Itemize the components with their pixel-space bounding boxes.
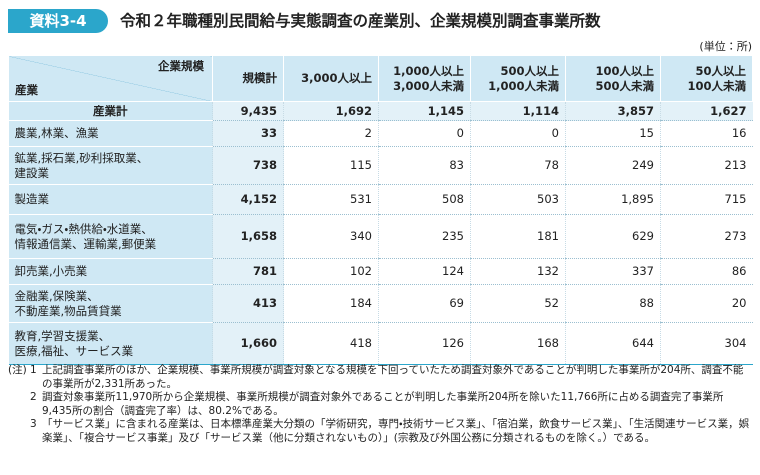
column-header: 50人以上 100人未満 xyxy=(660,55,753,102)
cell: 1,658 xyxy=(212,214,284,259)
cell: 181 xyxy=(470,214,566,259)
cell: 2 xyxy=(283,120,379,147)
cell: 531 xyxy=(283,184,379,215)
cell: 9,435 xyxy=(212,101,284,121)
cell: 418 xyxy=(283,322,379,365)
cell: 1,627 xyxy=(660,101,753,121)
table-row: 金融業,保険業、 不動産業,物品賃貸業 413 184 69 52 88 20 xyxy=(8,284,753,323)
note-number: 1 xyxy=(30,364,37,376)
header-row: 企業規模 産業 規模計 3,000人以上 1,000人以上 3,000人未満 500人… xyxy=(8,55,753,102)
cell: 1,114 xyxy=(470,101,566,121)
cell: 781 xyxy=(212,258,284,285)
corner-cell: 企業規模 産業 xyxy=(8,55,213,102)
table-row: 農業,林業、漁業 33 2 0 0 15 16 xyxy=(8,120,753,147)
cell: 235 xyxy=(378,214,471,259)
note-spacer xyxy=(8,391,30,418)
table-row: 教育,学習支援業、 医療,福祉、サービス業 1,660 418 126 168 644 30… xyxy=(8,322,753,365)
cell: 83 xyxy=(378,146,471,185)
corner-bottom: 産業 xyxy=(15,83,38,97)
note-text: 上記調査事業所のほか、企業規模、事業所規模が調査対象となる規模を下回っていたため… xyxy=(42,364,744,390)
cell: 629 xyxy=(565,214,661,259)
cell: 644 xyxy=(565,322,661,365)
data-table: 企業規模 産業 規模計 3,000人以上 1,000人以上 3,000人未満 500人… xyxy=(8,55,753,365)
table-head: 企業規模 産業 規模計 3,000人以上 1,000人以上 3,000人未満 500人… xyxy=(8,55,753,102)
header: 資料3-4 令和２年職種別民間給与実態調査の産業別、企業規模別調査事業所数 xyxy=(8,9,752,33)
cell: 738 xyxy=(212,146,284,185)
cell: 1,660 xyxy=(212,322,284,365)
cell: 168 xyxy=(470,322,566,365)
cell: 0 xyxy=(378,120,471,147)
cell: 69 xyxy=(378,284,471,323)
note-text: 調査対象事業所11,970所から企業規模、事業所規模が調査対象外であることが判明… xyxy=(42,391,724,417)
note: (注) 1 上記調査事業所のほか、企業規模、事業所規模が調査対象となる規模を下回って… xyxy=(8,364,752,391)
row-label: 電気・ガス・熱供給・水道業、 情報通信業、運輸業,郵便業 xyxy=(8,214,213,259)
notes: (注) 1 上記調査事業所のほか、企業規模、事業所規模が調査対象となる規模を下回って… xyxy=(8,364,752,445)
cell: 304 xyxy=(660,322,753,365)
cell: 3,857 xyxy=(565,101,661,121)
cell: 715 xyxy=(660,184,753,215)
note-text: 「サービス業」に含まれる産業は、日本標準産業大分類の「学術研究，専門・技術サービ… xyxy=(42,418,750,444)
table-row: 産業計 9,435 1,692 1,145 1,114 3,857 1,627 xyxy=(8,101,753,121)
column-header: 500人以上 1,000人未満 xyxy=(470,55,566,102)
row-label: 製造業 xyxy=(8,184,213,215)
cell: 4,152 xyxy=(212,184,284,215)
title: 令和２年職種別民間給与実態調査の産業別、企業規模別調査事業所数 xyxy=(120,12,601,30)
column-header: 100人以上 500人未満 xyxy=(565,55,661,102)
cell: 16 xyxy=(660,120,753,147)
column-header: 1,000人以上 3,000人未満 xyxy=(378,55,471,102)
cell: 52 xyxy=(470,284,566,323)
table-body: 産業計 9,435 1,692 1,145 1,114 3,857 1,627 農業,林業、漁… xyxy=(8,101,753,365)
table-row: 電気・ガス・熱供給・水道業、 情報通信業、運輸業,郵便業 1,658 340 235 1… xyxy=(8,214,753,259)
cell: 413 xyxy=(212,284,284,323)
row-label: 産業計 xyxy=(8,101,213,121)
cell: 88 xyxy=(565,284,661,323)
cell: 503 xyxy=(470,184,566,215)
table-row: 製造業 4,152 531 508 503 1,895 715 xyxy=(8,184,753,215)
row-label: 鉱業,採石業,砂利採取業、 建設業 xyxy=(8,146,213,185)
cell: 86 xyxy=(660,258,753,285)
cell: 115 xyxy=(283,146,379,185)
column-header: 3,000人以上 xyxy=(283,55,379,102)
note-spacer xyxy=(8,418,30,445)
row-label: 卸売業,小売業 xyxy=(8,258,213,285)
cell: 0 xyxy=(470,120,566,147)
corner-top: 企業規模 xyxy=(158,59,204,73)
note: 2 調査対象事業所11,970所から企業規模、事業所規模が調査対象外であることが判… xyxy=(8,391,752,418)
cell: 337 xyxy=(565,258,661,285)
row-label: 教育,学習支援業、 医療,福祉、サービス業 xyxy=(8,322,213,365)
cell: 33 xyxy=(212,120,284,147)
table-row: 卸売業,小売業 781 102 124 132 337 86 xyxy=(8,258,753,285)
note-number: 2 xyxy=(30,391,37,403)
table-row: 鉱業,採石業,砂利採取業、 建設業 738 115 83 78 249 213 xyxy=(8,146,753,185)
cell: 1,692 xyxy=(283,101,379,121)
cell: 184 xyxy=(283,284,379,323)
note: 3 「サービス業」に含まれる産業は、日本標準産業大分類の「学術研究，専門・技術サー… xyxy=(8,418,752,445)
row-label: 金融業,保険業、 不動産業,物品賃貸業 xyxy=(8,284,213,323)
note-number: 3 xyxy=(30,418,37,430)
cell: 273 xyxy=(660,214,753,259)
row-label: 農業,林業、漁業 xyxy=(8,120,213,147)
cell: 124 xyxy=(378,258,471,285)
cell: 102 xyxy=(283,258,379,285)
cell: 213 xyxy=(660,146,753,185)
cell: 20 xyxy=(660,284,753,323)
cell: 340 xyxy=(283,214,379,259)
cell: 126 xyxy=(378,322,471,365)
cell: 15 xyxy=(565,120,661,147)
badge: 資料3-4 xyxy=(8,9,108,33)
cell: 249 xyxy=(565,146,661,185)
unit: (単位：所) xyxy=(699,40,752,53)
cell: 132 xyxy=(470,258,566,285)
cell: 1,145 xyxy=(378,101,471,121)
column-header: 規模計 xyxy=(212,55,284,102)
cell: 1,895 xyxy=(565,184,661,215)
cell: 508 xyxy=(378,184,471,215)
cell: 78 xyxy=(470,146,566,185)
note-label: (注) xyxy=(8,364,27,376)
